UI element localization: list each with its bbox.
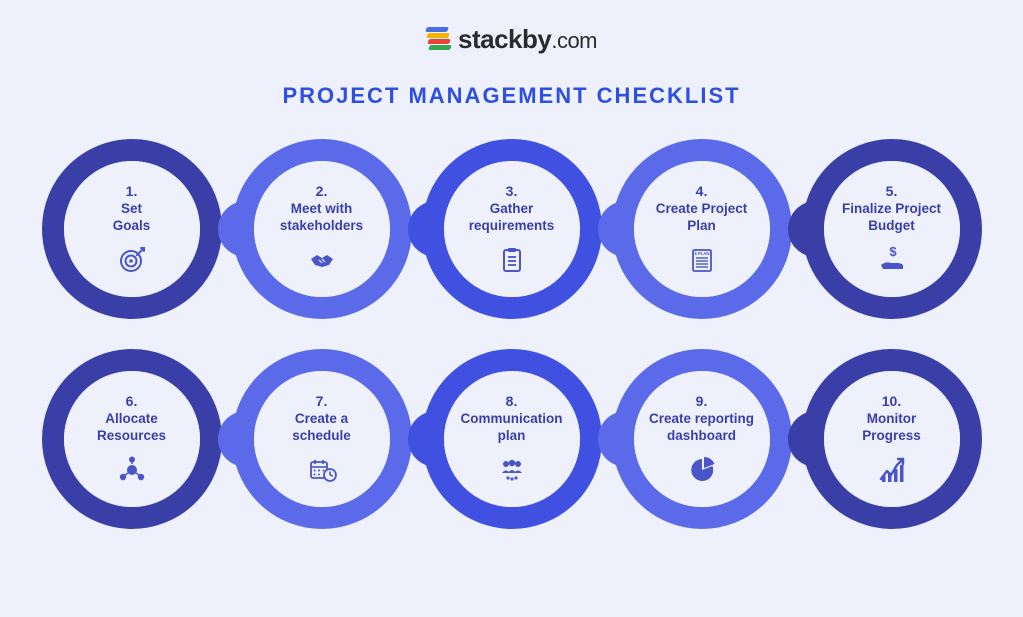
step-number: 10. — [882, 393, 901, 409]
step-number: 9. — [696, 393, 708, 409]
checklist-step: 7. Create aschedule — [232, 349, 412, 529]
checklist-step: 2. Meet withstakeholders — [232, 139, 412, 319]
step-number: 5. — [886, 183, 898, 199]
step-number: 4. — [696, 183, 708, 199]
step-label: AllocateResources — [97, 411, 166, 445]
step-number: 3. — [506, 183, 518, 199]
step-label: Create reportingdashboard — [649, 411, 754, 445]
checklist-step: 3. Gatherrequirements — [422, 139, 602, 319]
step-number: 1. — [126, 183, 138, 199]
brand-suffix: .com — [551, 28, 597, 53]
calendar-clock-icon — [307, 455, 337, 485]
step-label: Create ProjectPlan — [656, 201, 748, 235]
step-number: 6. — [126, 393, 138, 409]
step-label: Communicationplan — [460, 411, 562, 445]
checklist-step: 10. MonitorProgress — [802, 349, 982, 529]
infographic-canvas: stackby.com PROJECT MANAGEMENT CHECKLIST… — [0, 0, 1023, 617]
checklist-step: 4. Create ProjectPlan — [612, 139, 792, 319]
page-title: PROJECT MANAGEMENT CHECKLIST — [0, 83, 1023, 109]
step-label: MonitorProgress — [862, 411, 921, 445]
step-label: Gatherrequirements — [469, 201, 555, 235]
logo-mark-icon — [426, 27, 452, 53]
brand-text: stackby — [458, 24, 551, 54]
checklist-step: 5. Finalize ProjectBudget — [802, 139, 982, 319]
brand-logo: stackby.com — [0, 24, 1023, 55]
checklist-rows: 1. SetGoals 2. Meet withstakeholders 3. Gathe… — [0, 139, 1023, 529]
checklist-row-2: 6. AllocateResources 7. Create aschedule 8. C… — [42, 349, 982, 529]
clipboard-icon — [497, 245, 527, 275]
step-number: 8. — [506, 393, 518, 409]
brand-name: stackby.com — [458, 24, 597, 55]
checklist-step: 9. Create reportingdashboard — [612, 349, 792, 529]
checklist-row-1: 1. SetGoals 2. Meet withstakeholders 3. Gathe… — [42, 139, 982, 319]
step-label: Finalize ProjectBudget — [842, 201, 941, 235]
step-label: SetGoals — [113, 201, 151, 235]
checklist-step: 8. Communicationplan — [422, 349, 602, 529]
target-icon — [117, 245, 147, 275]
step-number: 2. — [316, 183, 328, 199]
step-label: Meet withstakeholders — [280, 201, 363, 235]
money-hand-icon — [877, 245, 907, 275]
trend-up-icon — [877, 455, 907, 485]
checklist-step: 6. AllocateResources — [42, 349, 222, 529]
team-icon — [497, 455, 527, 485]
checklist-step: 1. SetGoals — [42, 139, 222, 319]
people-network-icon — [117, 455, 147, 485]
step-label: Create aschedule — [292, 411, 351, 445]
pie-chart-icon — [687, 455, 717, 485]
handshake-icon — [307, 245, 337, 275]
plan-icon — [687, 245, 717, 275]
step-number: 7. — [316, 393, 328, 409]
